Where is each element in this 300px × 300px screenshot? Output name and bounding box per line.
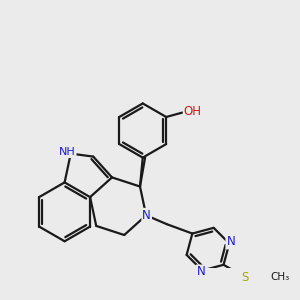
Text: CH₃: CH₃ <box>270 272 290 282</box>
Text: OH: OH <box>184 105 202 118</box>
Text: S: S <box>242 271 249 284</box>
Text: N: N <box>142 209 151 222</box>
Text: N: N <box>196 266 205 278</box>
Text: N: N <box>226 236 235 248</box>
Text: NH: NH <box>59 147 76 157</box>
